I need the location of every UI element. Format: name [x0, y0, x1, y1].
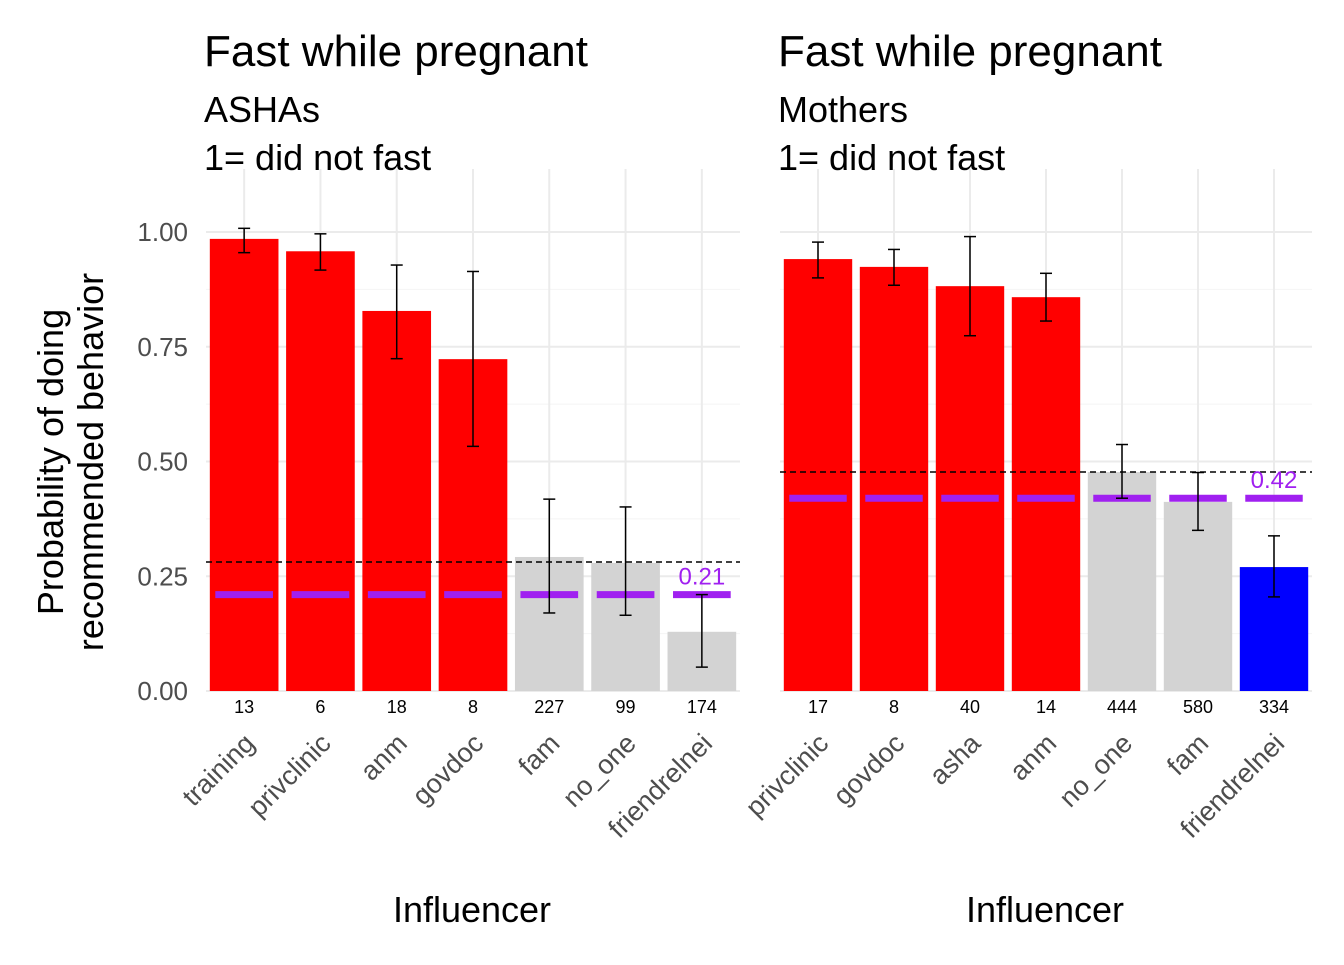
chart-subtitle-2: 1= did not fast	[778, 137, 1005, 178]
bar-asha	[935, 286, 1005, 691]
n-label: 40	[960, 697, 980, 717]
bar-govdoc	[859, 266, 929, 691]
purple-value-label: 0.21	[678, 564, 725, 591]
n-label: 17	[808, 697, 828, 717]
bar-no_one	[1087, 472, 1157, 691]
n-label: 8	[889, 697, 899, 717]
y-tick-label: 0.75	[137, 332, 188, 362]
x-tick-label: anm	[355, 728, 413, 786]
x-axis-title: Influencer	[393, 889, 551, 930]
x-tick-label: privclinic	[740, 728, 834, 822]
x-tick-label: govdoc	[827, 728, 910, 811]
n-label: 334	[1259, 697, 1289, 717]
n-label: 227	[534, 697, 564, 717]
bar-privclinic	[783, 259, 853, 691]
n-label: 13	[234, 697, 254, 717]
y-tick-label: 1.00	[137, 217, 188, 247]
y-axis-title-line-2: recommended behavior	[70, 273, 111, 651]
y-tick-label: 0.25	[137, 561, 188, 591]
x-tick-label: no_one	[1053, 728, 1138, 813]
n-label: 99	[616, 697, 636, 717]
n-label: 14	[1036, 697, 1056, 717]
chart-subtitle: Mothers	[778, 89, 908, 130]
n-label: 18	[387, 697, 407, 717]
x-tick-label: govdoc	[406, 728, 489, 811]
bar-privclinic	[286, 251, 355, 691]
n-label: 6	[315, 697, 325, 717]
chart-subtitle: ASHAs	[204, 89, 320, 130]
bar-training	[209, 238, 279, 691]
purple-value-label: 0.42	[1251, 467, 1298, 494]
y-tick-label: 0.00	[137, 676, 188, 706]
y-axis-title-line-1: Probability of doing	[30, 309, 71, 615]
x-tick-label: asha	[924, 727, 987, 790]
n-label: 444	[1107, 697, 1137, 717]
chart-subtitle-2: 1= did not fast	[204, 137, 431, 178]
x-tick-label: fam	[512, 728, 565, 781]
chart-title: Fast while pregnant	[204, 27, 588, 76]
y-tick-label: 0.50	[137, 447, 188, 477]
chart-title: Fast while pregnant	[778, 27, 1162, 76]
x-tick-label: anm	[1004, 728, 1062, 786]
n-label: 580	[1183, 697, 1213, 717]
bar-anm	[362, 310, 432, 691]
n-label: 8	[468, 697, 478, 717]
bar-fam	[1163, 501, 1233, 691]
bar-anm	[1011, 297, 1081, 691]
n-label: 174	[687, 697, 717, 717]
x-axis-title: Influencer	[966, 889, 1124, 930]
x-tick-label: fam	[1161, 728, 1214, 781]
x-tick-label: privclinic	[242, 728, 336, 822]
